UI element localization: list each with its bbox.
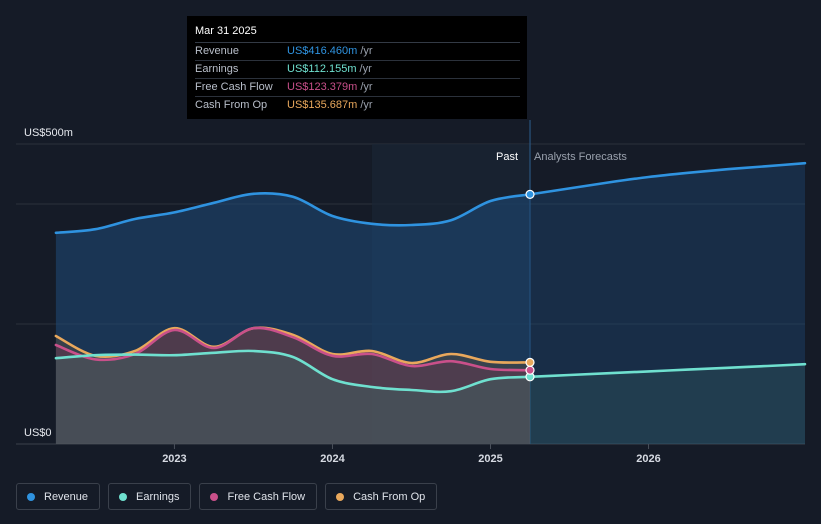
legend-dot-cash-from-op [336,492,345,501]
line-layer [54,161,807,394]
tooltip-row-revenue: Revenue US$416.460m /yr [195,43,520,61]
area-revenue [55,193,531,444]
area-earnings [55,350,531,444]
tooltip-label: Free Cash Flow [195,81,273,93]
tooltip-unit: /yr [360,99,373,111]
legend-dot-revenue [27,492,35,501]
line-revenue [54,192,532,235]
forecast-label: Analysts Forecasts [534,151,627,163]
marker-layer [525,189,535,382]
tooltip-value-free-cash-flow: US$123.379m [287,81,358,93]
y-axis-label-top: US$500m [24,127,73,139]
marker-cash-from-op [525,357,535,367]
tooltip-unit: /yr [360,45,373,57]
tooltip-label: Cash From Op [195,99,268,111]
tooltip-row-cash-from-op: Cash From Op US$135.687m /yr [195,97,520,114]
legend-label: Cash From Op [353,490,426,503]
tooltip: Mar 31 2025 Revenue US$416.460m /yr Earn… [187,16,527,119]
legend-dot-earnings [119,492,128,501]
line-cash-from-op [54,326,532,365]
line-revenue-forecast [528,161,807,196]
legend-label: Free Cash Flow [227,490,306,503]
x-tick-label: 2024 [320,453,345,465]
legend-item-earnings[interactable]: Earnings [108,483,192,510]
line-earnings [54,349,532,394]
tooltip-unit: /yr [359,63,372,75]
legend-item-free-cash-flow[interactable]: Free Cash Flow [199,483,318,510]
legend: Revenue Earnings Free Cash Flow Cash Fro… [16,483,438,510]
x-axis-ticks: 2023 2024 2025 2026 [162,444,661,465]
tooltip-value-cash-from-op: US$135.687m [287,99,358,111]
legend-dot-free-cash-flow [210,492,219,501]
x-tick-label: 2026 [636,453,660,465]
tooltip-unit: /yr [360,81,373,93]
tooltip-date: Mar 31 2025 [195,24,520,43]
tooltip-label: Revenue [195,45,240,57]
tooltip-row-free-cash-flow: Free Cash Flow US$123.379m /yr [195,79,520,97]
tooltip-value-revenue: US$416.460m [287,45,358,57]
marker-revenue [525,189,535,199]
tooltip-value-earnings: US$112.155m [287,63,357,75]
legend-label: Earnings [136,490,180,503]
legend-label: Revenue [44,490,89,503]
area-free-cash-flow [55,327,531,444]
x-tick-label: 2025 [478,453,502,465]
line-earnings-forecast [528,362,807,379]
legend-item-cash-from-op[interactable]: Cash From Op [325,483,438,510]
area-earnings-forecast [530,364,805,444]
past-label: Past [496,151,518,163]
area-cash-from-op [55,327,531,444]
tooltip-label: Earnings [195,63,239,75]
y-axis-label-bottom: US$0 [24,427,52,439]
legend-item-revenue[interactable]: Revenue [16,483,101,510]
tooltip-row-earnings: Earnings US$112.155m /yr [195,61,520,79]
marker-free-cash-flow [525,365,535,375]
area-layer [55,163,805,444]
x-tick-label: 2023 [162,453,186,465]
